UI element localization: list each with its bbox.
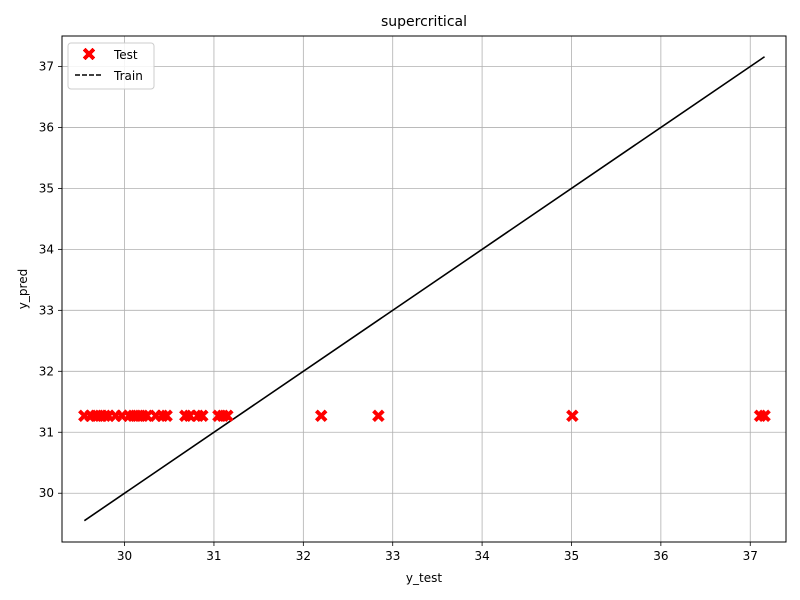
grid bbox=[62, 36, 786, 542]
test-point bbox=[195, 409, 209, 423]
legend-train-label: Train bbox=[113, 69, 143, 83]
x-tick-label: 35 bbox=[564, 549, 579, 563]
x-tick-label: 36 bbox=[653, 549, 668, 563]
y-tick-label: 33 bbox=[39, 303, 54, 317]
plot-frame bbox=[61, 35, 787, 543]
chart-title: supercritical bbox=[381, 14, 467, 30]
legend-test-marker bbox=[82, 47, 96, 61]
test-point bbox=[160, 409, 173, 423]
test-point bbox=[221, 409, 234, 423]
x-axis-title: y_test bbox=[406, 571, 442, 585]
x-tick-label: 37 bbox=[743, 549, 758, 563]
legend-test-marker-shape bbox=[82, 47, 96, 61]
test-point bbox=[758, 409, 771, 423]
series-layer bbox=[77, 56, 771, 522]
ticks: 30 31 32 33 34 35 36 37 30 31 32 33 34 35 36 37 bbox=[39, 59, 758, 563]
test-point bbox=[566, 409, 579, 423]
test-point bbox=[372, 409, 385, 423]
y-tick-label: 36 bbox=[39, 120, 54, 134]
test-point bbox=[314, 409, 328, 423]
legend-test-label: Test bbox=[113, 48, 138, 62]
x-tick-label: 31 bbox=[206, 549, 221, 563]
y-tick-label: 30 bbox=[39, 486, 54, 500]
y-tick-label: 34 bbox=[39, 242, 54, 256]
train-line bbox=[83, 56, 765, 522]
y-tick-label: 37 bbox=[39, 59, 54, 73]
y-tick-label: 32 bbox=[39, 364, 54, 378]
y-axis-title: y_pred bbox=[16, 269, 30, 309]
x-tick-label: 33 bbox=[385, 549, 400, 563]
x-tick-label: 30 bbox=[117, 549, 132, 563]
y-tick-label: 31 bbox=[39, 425, 54, 439]
x-tick-label: 34 bbox=[474, 549, 489, 563]
y-tick-label: 35 bbox=[39, 181, 54, 195]
x-tick-label: 32 bbox=[296, 549, 311, 563]
legend: Test Train bbox=[67, 42, 155, 90]
